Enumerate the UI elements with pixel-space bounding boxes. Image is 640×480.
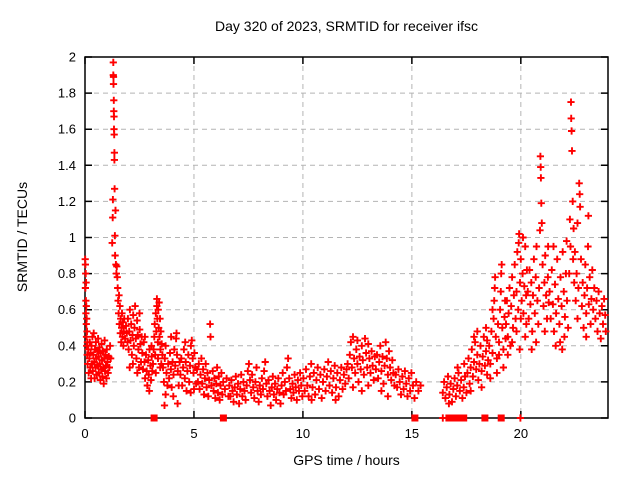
y-tick-label: 0	[69, 411, 76, 426]
y-tick-label: 1	[69, 230, 76, 245]
grid-lines	[85, 57, 608, 418]
y-tick-label: 0.2	[58, 374, 76, 389]
x-tick-label: 20	[514, 426, 528, 441]
x-tick-label: 0	[81, 426, 88, 441]
y-tick-label: 1.6	[58, 122, 76, 137]
y-tick-label: 1.2	[58, 194, 76, 209]
chart-title: Day 320 of 2023, SRMTID for receiver ifs…	[215, 18, 478, 34]
y-tick-label: 0.4	[58, 338, 76, 353]
y-tick-label: 0.6	[58, 302, 76, 317]
y-tick-label: 2	[69, 50, 76, 65]
y-tick-label: 1.8	[58, 86, 76, 101]
x-axis-label: GPS time / hours	[293, 452, 400, 468]
y-tick-label: 0.8	[58, 266, 76, 281]
x-tick-label: 15	[405, 426, 419, 441]
x-tick-label: 10	[296, 426, 310, 441]
data-points-plus	[81, 58, 610, 422]
data-points-square	[150, 414, 505, 422]
x-tick-label: 5	[190, 426, 197, 441]
y-tick-label: 1.4	[58, 158, 76, 173]
plot-border	[84, 56, 609, 419]
